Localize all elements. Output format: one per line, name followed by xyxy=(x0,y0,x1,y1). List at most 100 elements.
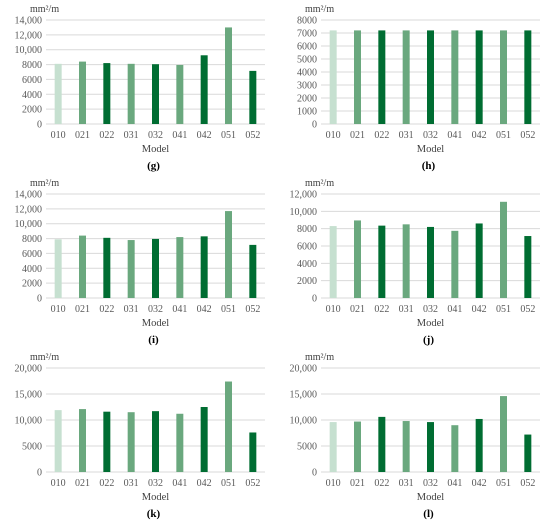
y-tick-label: 4000 xyxy=(22,90,42,101)
unit-label: mm²/m xyxy=(305,352,334,363)
x-tick-label: 041 xyxy=(172,304,187,315)
x-tick-label: 031 xyxy=(399,130,414,141)
bar-022 xyxy=(378,30,386,124)
x-tick-label: 010 xyxy=(51,130,66,141)
bar-032 xyxy=(427,422,434,472)
x-tick-label: 021 xyxy=(350,130,365,141)
y-tick-label: 6000 xyxy=(297,242,317,253)
panel-label: (g) xyxy=(147,160,160,172)
bar-031 xyxy=(127,240,135,298)
y-tick-label: 2000 xyxy=(297,94,317,105)
chart-panel-l: mm²/m 0 5000 10,000 15,000 20,000 010 021 022 031… xyxy=(290,352,540,520)
y-tick-label: 6000 xyxy=(22,249,42,260)
bar-042 xyxy=(200,236,208,298)
bar-041 xyxy=(451,30,459,124)
x-tick-label: 021 xyxy=(350,478,365,489)
x-tick-label: 041 xyxy=(172,130,187,141)
bar-032 xyxy=(152,64,159,124)
bar-022 xyxy=(103,411,111,472)
chart-panel-h: mm²/m 0 1000 2000 3000 4000 5000 6000 7000 8000 01… xyxy=(297,4,540,172)
bar-031 xyxy=(402,30,410,124)
bar-041 xyxy=(176,413,184,472)
x-tick-label: 031 xyxy=(399,478,414,489)
y-tick-label: 0 xyxy=(37,468,42,479)
bar-052 xyxy=(249,244,257,298)
bar-010 xyxy=(329,422,337,472)
y-tick-label: 0 xyxy=(37,294,42,305)
bar-031 xyxy=(402,224,410,298)
bar-031 xyxy=(402,421,410,472)
bar-031 xyxy=(127,412,135,472)
y-tick-label: 6000 xyxy=(22,75,42,86)
y-tick-label: 10,000 xyxy=(15,416,43,427)
y-tick-label: 8000 xyxy=(297,16,317,27)
x-tick-label: 032 xyxy=(148,130,163,141)
bar-042 xyxy=(475,30,483,124)
x-tick-label: 042 xyxy=(472,130,487,141)
x-tick-label: 052 xyxy=(245,478,260,489)
y-tick-label: 5000 xyxy=(22,442,42,453)
bar-021 xyxy=(354,220,361,298)
x-tick-label: 051 xyxy=(221,130,236,141)
y-tick-label: 0 xyxy=(37,120,42,131)
x-tick-label: 032 xyxy=(423,130,438,141)
x-axis-title: Model xyxy=(142,492,169,503)
x-tick-label: 031 xyxy=(124,304,139,315)
bar-010 xyxy=(54,63,62,124)
bar-010 xyxy=(329,226,337,298)
x-tick-label: 041 xyxy=(172,478,187,489)
bar-041 xyxy=(451,425,459,472)
y-tick-label: 6000 xyxy=(297,42,317,53)
y-tick-label: 4000 xyxy=(22,264,42,275)
panel-label: (j) xyxy=(423,334,434,346)
y-tick-label: 3000 xyxy=(297,81,317,92)
y-tick-label: 4000 xyxy=(297,68,317,79)
y-tick-label: 10,000 xyxy=(15,219,43,230)
bar-041 xyxy=(176,237,184,298)
y-tick-label: 2000 xyxy=(22,279,42,290)
x-axis-title: Model xyxy=(417,492,444,503)
y-tick-label: 0 xyxy=(312,294,317,305)
bar-051 xyxy=(225,381,232,472)
x-tick-label: 041 xyxy=(447,478,462,489)
y-tick-label: 8000 xyxy=(22,234,42,245)
x-tick-label: 022 xyxy=(374,304,389,315)
unit-label: mm²/m xyxy=(30,178,59,189)
bar-021 xyxy=(354,421,361,472)
panel-label: (k) xyxy=(147,508,161,520)
bar-022 xyxy=(103,63,111,124)
bar-052 xyxy=(249,432,257,472)
bar-022 xyxy=(378,225,386,298)
y-tick-label: 20,000 xyxy=(290,364,318,375)
bar-022 xyxy=(103,237,111,298)
bar-022 xyxy=(378,416,386,472)
x-tick-label: 021 xyxy=(75,304,90,315)
y-tick-label: 14,000 xyxy=(15,190,43,201)
bar-021 xyxy=(79,61,86,124)
panel-label: (h) xyxy=(422,160,436,172)
x-tick-label: 042 xyxy=(472,478,487,489)
bar-052 xyxy=(524,30,532,124)
y-tick-label: 8000 xyxy=(22,60,42,71)
y-tick-label: 2000 xyxy=(22,105,42,116)
x-tick-label: 031 xyxy=(399,304,414,315)
x-tick-label: 051 xyxy=(496,478,511,489)
x-tick-label: 052 xyxy=(520,130,535,141)
y-tick-label: 12,000 xyxy=(15,30,43,41)
x-tick-label: 042 xyxy=(197,130,212,141)
bar-010 xyxy=(329,30,337,124)
x-tick-label: 051 xyxy=(496,130,511,141)
y-tick-label: 15,000 xyxy=(290,390,318,401)
chart-panel-j: mm²/m 0 2000 4000 6000 8000 10,000 12,000 010 021… xyxy=(290,178,540,346)
x-tick-label: 010 xyxy=(326,130,341,141)
chart-panel-g: mm²/m 0 2000 4000 6000 8000 10,000 12,000 14,000… xyxy=(15,4,265,172)
y-tick-label: 5000 xyxy=(297,55,317,66)
y-tick-label: 12,000 xyxy=(15,204,43,215)
x-tick-label: 021 xyxy=(75,130,90,141)
bar-042 xyxy=(200,55,208,124)
x-tick-label: 032 xyxy=(423,304,438,315)
y-tick-label: 14,000 xyxy=(15,16,43,27)
bar-032 xyxy=(427,226,434,298)
bar-032 xyxy=(427,30,434,124)
